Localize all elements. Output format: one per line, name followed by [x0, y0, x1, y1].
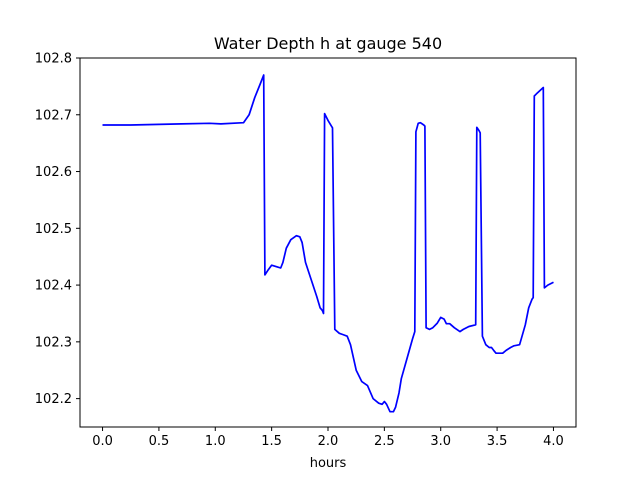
x-axis: 0.0 0.5 1.0 1.5 2.0 2.5 3.0 3.5 4.0 — [92, 427, 564, 449]
y-tick-label: 102.8 — [35, 52, 72, 67]
series-layer — [102, 74, 554, 413]
x-tick-label: 3.0 — [430, 434, 451, 449]
x-tick-label: 0.5 — [149, 434, 170, 449]
chart-title: Water Depth h at gauge 540 — [214, 34, 442, 53]
x-tick-label: 0.0 — [92, 434, 113, 449]
x-tick-label: 3.5 — [487, 434, 508, 449]
y-tick-label: 102.7 — [35, 108, 72, 123]
x-axis-label: hours — [310, 456, 347, 471]
y-tick-label: 102.5 — [35, 222, 72, 237]
series-line-0 — [102, 74, 554, 413]
y-tick-label: 102.6 — [35, 165, 72, 180]
x-tick-label: 1.5 — [261, 434, 282, 449]
y-tick-label: 102.3 — [35, 335, 72, 350]
x-tick-label: 1.0 — [205, 434, 226, 449]
x-tick-label: 4.0 — [543, 434, 564, 449]
x-tick-label: 2.5 — [374, 434, 395, 449]
y-axis: 102.2 102.3 102.4 102.5 102.6 102.7 102.8 — [35, 52, 80, 407]
y-tick-label: 102.4 — [35, 279, 72, 294]
x-tick-label: 2.0 — [318, 434, 339, 449]
y-tick-label: 102.2 — [35, 392, 72, 407]
